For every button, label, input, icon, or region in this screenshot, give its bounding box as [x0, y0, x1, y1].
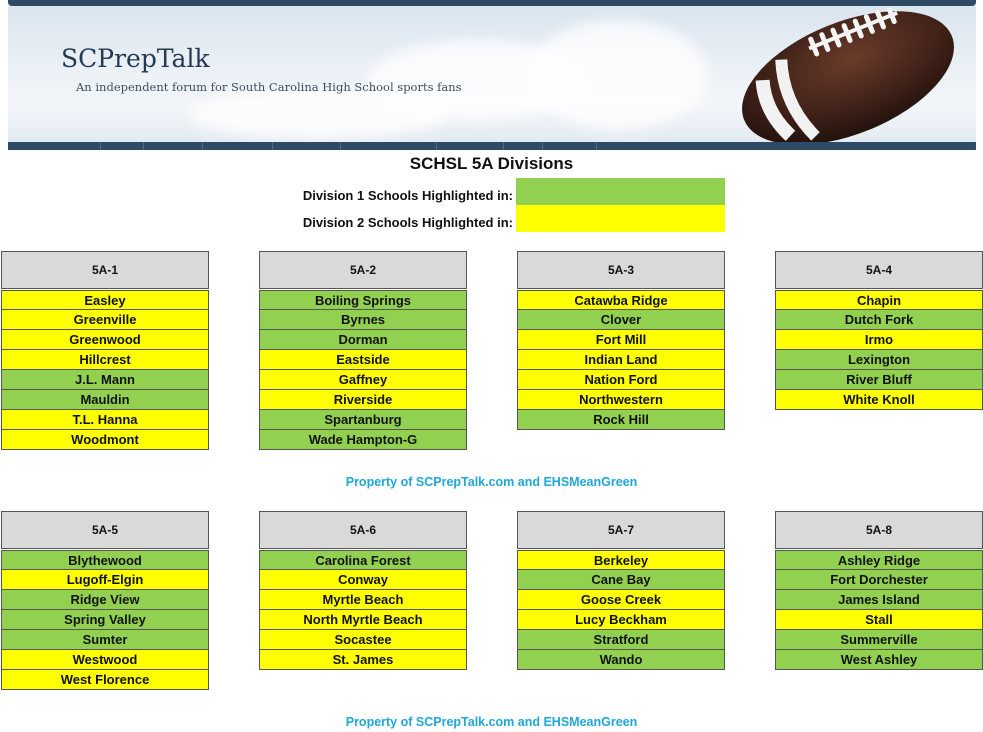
- region-header: 5A-5: [1, 511, 209, 549]
- school-list: Carolina Forest Conway Myrtle Beach North M…: [259, 550, 467, 670]
- school-row: West Florence: [1, 670, 209, 690]
- region-header: 5A-7: [517, 511, 725, 549]
- school-row: James Island: [775, 590, 983, 610]
- region-header: 5A-2: [259, 251, 467, 289]
- school-row: Nation Ford: [517, 370, 725, 390]
- school-list: Ashley Ridge Fort Dorchester James Island S…: [775, 550, 983, 670]
- school-row: West Ashley: [775, 650, 983, 670]
- region-header: 5A-4: [775, 251, 983, 289]
- region-table: 5A-7 Berkeley Cane Bay Goose Creek Lucy Bec…: [517, 511, 725, 670]
- school-row: Wando: [517, 650, 725, 670]
- brand-tagline: An independent forum for South Carolina …: [76, 80, 462, 94]
- region-table: 5A-2 Boiling Springs Byrnes Dorman Eastside…: [259, 251, 467, 450]
- division1-legend-label: Division 1 Schools Highlighted in:: [302, 188, 513, 203]
- school-row: Rock Hill: [517, 410, 725, 430]
- school-row: Gaffney: [259, 370, 467, 390]
- school-row: Riverside: [259, 390, 467, 410]
- school-row: Northwestern: [517, 390, 725, 410]
- page-title: SCHSL 5A Divisions: [409, 154, 574, 173]
- school-row: Cane Bay: [517, 570, 725, 590]
- school-row: T.L. Hanna: [1, 410, 209, 430]
- region-header: 5A-3: [517, 251, 725, 289]
- school-row: Catawba Ridge: [517, 290, 725, 310]
- division2-color-swatch: [516, 205, 725, 232]
- school-row: Lucy Beckham: [517, 610, 725, 630]
- banner-top-bar: [8, 0, 976, 6]
- region-table: 5A-6 Carolina Forest Conway Myrtle Beach No…: [259, 511, 467, 670]
- region-header: 5A-8: [775, 511, 983, 549]
- school-row: Greenville: [1, 310, 209, 330]
- cloud-decoration: [188, 90, 448, 140]
- school-row: Fort Mill: [517, 330, 725, 350]
- region-table: 5A-1 Easley Greenville Greenwood Hillcrest J…: [1, 251, 209, 450]
- region-table: 5A-3 Catawba Ridge Clover Fort Mill Indian …: [517, 251, 725, 430]
- school-row: Stall: [775, 610, 983, 630]
- school-row: Chapin: [775, 290, 983, 310]
- school-row: J.L. Mann: [1, 370, 209, 390]
- school-row: Boiling Springs: [259, 290, 467, 310]
- cloud-decoration: [528, 20, 708, 130]
- school-row: Mauldin: [1, 390, 209, 410]
- school-row: Dorman: [259, 330, 467, 350]
- school-row: Eastside: [259, 350, 467, 370]
- school-row: Ridge View: [1, 590, 209, 610]
- school-row: Carolina Forest: [259, 550, 467, 570]
- school-row: Spartanburg: [259, 410, 467, 430]
- brand-name: SCPrepTalk: [61, 44, 210, 73]
- school-row: Fort Dorchester: [775, 570, 983, 590]
- school-row: White Knoll: [775, 390, 983, 410]
- school-row: Wade Hampton-G: [259, 430, 467, 450]
- school-list: Easley Greenville Greenwood Hillcrest J.L. M…: [1, 290, 209, 450]
- school-row: Indian Land: [517, 350, 725, 370]
- school-row: Myrtle Beach: [259, 590, 467, 610]
- school-list: Boiling Springs Byrnes Dorman Eastside Gaffn…: [259, 290, 467, 450]
- school-row: Ashley Ridge: [775, 550, 983, 570]
- school-row: Greenwood: [1, 330, 209, 350]
- school-row: Dutch Fork: [775, 310, 983, 330]
- school-row: Lugoff-Elgin: [1, 570, 209, 590]
- school-row: Stratford: [517, 630, 725, 650]
- region-header: 5A-1: [1, 251, 209, 289]
- football-icon: [742, 8, 954, 144]
- region-table: 5A-4 Chapin Dutch Fork Irmo Lexington River …: [775, 251, 983, 410]
- school-list: Catawba Ridge Clover Fort Mill Indian Land N…: [517, 290, 725, 430]
- property-credit: Property of SCPrepTalk.com and EHSMeanGr…: [345, 715, 638, 729]
- school-row: River Bluff: [775, 370, 983, 390]
- banner-nav-bar: [8, 142, 976, 150]
- school-row: Berkeley: [517, 550, 725, 570]
- school-row: Irmo: [775, 330, 983, 350]
- division2-legend-label: Division 2 Schools Highlighted in:: [302, 215, 513, 230]
- school-row: Goose Creek: [517, 590, 725, 610]
- school-row: Westwood: [1, 650, 209, 670]
- region-table: 5A-8 Ashley Ridge Fort Dorchester James Is…: [775, 511, 983, 670]
- school-row: Spring Valley: [1, 610, 209, 630]
- school-list: Blythewood Lugoff-Elgin Ridge View Spring V…: [1, 550, 209, 690]
- school-row: Lexington: [775, 350, 983, 370]
- region-header: 5A-6: [259, 511, 467, 549]
- school-row: Woodmont: [1, 430, 209, 450]
- school-list: Berkeley Cane Bay Goose Creek Lucy Beckham S…: [517, 550, 725, 670]
- division1-color-swatch: [516, 178, 725, 205]
- school-row: Clover: [517, 310, 725, 330]
- school-row: Sumter: [1, 630, 209, 650]
- school-row: Socastee: [259, 630, 467, 650]
- school-row: St. James: [259, 650, 467, 670]
- school-row: Summerville: [775, 630, 983, 650]
- school-row: Hillcrest: [1, 350, 209, 370]
- school-row: Easley: [1, 290, 209, 310]
- school-row: Blythewood: [1, 550, 209, 570]
- property-credit: Property of SCPrepTalk.com and EHSMeanGr…: [345, 475, 638, 489]
- school-list: Chapin Dutch Fork Irmo Lexington River Bluff…: [775, 290, 983, 410]
- school-row: Byrnes: [259, 310, 467, 330]
- region-table: 5A-5 Blythewood Lugoff-Elgin Ridge View Spr…: [1, 511, 209, 690]
- school-row: Conway: [259, 570, 467, 590]
- site-banner: SCPrepTalk An independent forum for Sout…: [8, 0, 976, 150]
- school-row: North Myrtle Beach: [259, 610, 467, 630]
